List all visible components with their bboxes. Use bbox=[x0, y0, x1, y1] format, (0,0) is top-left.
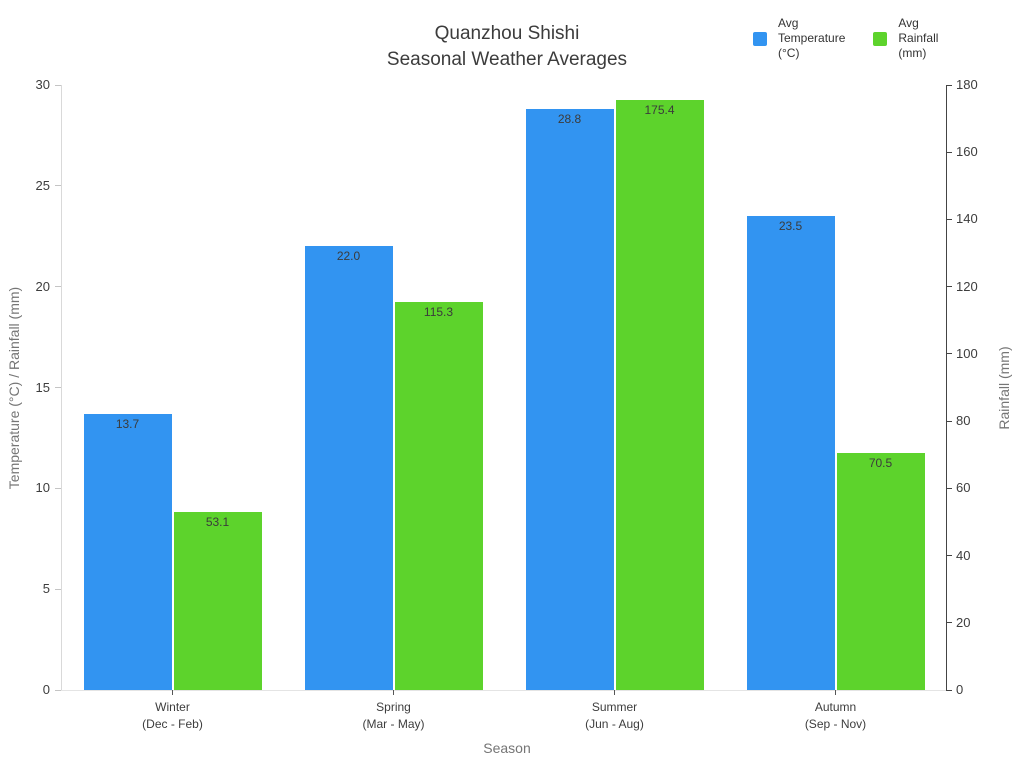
y-axis-left-tick bbox=[55, 84, 61, 86]
bar-temperature-winter: 13.7 bbox=[83, 413, 172, 690]
chart-title: Quanzhou Shishi Seasonal Weather Average… bbox=[62, 21, 952, 73]
legend-item-rainfall[interactable]: Avg Rainfall (mm) bbox=[873, 16, 938, 61]
y-axis-left-line bbox=[61, 85, 62, 690]
x-axis-tick bbox=[835, 690, 836, 695]
x-axis-line bbox=[61, 690, 947, 691]
legend-label-temperature: Avg Temperature (°C) bbox=[778, 16, 846, 60]
y-axis-right-tick-label: 40 bbox=[956, 547, 971, 563]
bar-temperature-autumn: 23.5 bbox=[746, 216, 835, 690]
x-axis-tick bbox=[393, 690, 394, 695]
chart-title-line2: Seasonal Weather Averages bbox=[386, 49, 628, 70]
bar-rainfall-autumn: 70.5 bbox=[836, 453, 925, 690]
y-axis-right-tick bbox=[946, 151, 952, 153]
y-axis-left-tick bbox=[55, 185, 61, 187]
y-axis-right-tick-label: 60 bbox=[956, 480, 971, 496]
bar-value-label: 23.5 bbox=[778, 219, 803, 234]
y-axis-left-tick-label: 30 bbox=[35, 77, 50, 92]
bar-value-label: 28.8 bbox=[557, 112, 582, 127]
y-axis-left-tick bbox=[55, 286, 61, 288]
bar-temperature-spring: 22.0 bbox=[304, 246, 393, 690]
legend-swatch-temperature bbox=[753, 31, 767, 46]
bar-value-label: 53.1 bbox=[205, 514, 230, 529]
x-axis-title: Season bbox=[483, 740, 531, 756]
bar-rainfall-spring: 115.3 bbox=[394, 302, 483, 690]
y-axis-right-tick bbox=[946, 420, 952, 422]
y-axis-right-tick bbox=[946, 689, 952, 691]
y-axis-right-tick-label: 160 bbox=[956, 144, 978, 160]
x-axis-category-label: Autumn (Sep - Nov) bbox=[804, 700, 867, 731]
y-axis-left-tick bbox=[55, 689, 61, 691]
x-axis-tick bbox=[172, 690, 173, 695]
x-axis-category-label: Summer (Jun - Aug) bbox=[585, 700, 644, 731]
y-axis-right-tick-label: 0 bbox=[956, 682, 964, 697]
x-axis-category-label: Winter (Dec - Feb) bbox=[142, 700, 203, 731]
bar-temperature-summer: 28.8 bbox=[525, 109, 614, 690]
y-axis-left-tick-label: 20 bbox=[35, 278, 50, 294]
x-axis-tick bbox=[614, 690, 615, 695]
y-axis-left-tick bbox=[55, 588, 61, 590]
bar-value-label: 70.5 bbox=[868, 456, 893, 471]
y-axis-left-tick-label: 25 bbox=[35, 177, 50, 193]
y-axis-right-tick bbox=[946, 555, 952, 557]
y-axis-right-tick bbox=[946, 84, 952, 86]
y-axis-right-tick-label: 80 bbox=[956, 413, 971, 429]
bar-value-label: 13.7 bbox=[115, 416, 140, 431]
y-axis-right-tick-label: 20 bbox=[956, 614, 971, 630]
y-axis-right-tick bbox=[946, 218, 952, 220]
legend-item-temperature[interactable]: Avg Temperature (°C) bbox=[753, 16, 845, 61]
y-axis-left-tick-label: 15 bbox=[35, 379, 50, 395]
y-axis-left-tick-label: 10 bbox=[35, 480, 50, 496]
y-axis-right-tick bbox=[946, 487, 952, 489]
y-axis-right-tick bbox=[946, 353, 952, 355]
y-axis-left-tick bbox=[55, 487, 61, 489]
bar-rainfall-winter: 53.1 bbox=[173, 511, 262, 690]
y-axis-right-tick-label: 140 bbox=[956, 211, 978, 227]
y-axis-left-tick-label: 5 bbox=[42, 581, 50, 597]
y-axis-left-tick-label: 0 bbox=[42, 682, 50, 697]
y-axis-right-tick bbox=[946, 622, 952, 624]
y-axis-right-tick-label: 120 bbox=[956, 278, 978, 294]
bar-rainfall-summer: 175.4 bbox=[615, 100, 704, 690]
legend: Avg Temperature (°C) Avg Rainfall (mm) bbox=[753, 16, 938, 61]
legend-label-rainfall: Avg Rainfall (mm) bbox=[898, 16, 939, 60]
y-axis-right-tick-label: 100 bbox=[956, 345, 978, 361]
bar-value-label: 115.3 bbox=[423, 305, 454, 320]
legend-swatch-rainfall bbox=[873, 31, 888, 46]
bar-value-label: 175.4 bbox=[644, 103, 675, 118]
chart-title-line1: Quanzhou Shishi bbox=[434, 23, 580, 44]
y-axis-right-tick-label: 180 bbox=[956, 77, 978, 92]
y-axis-right-line bbox=[946, 85, 947, 690]
y-axis-right-tick bbox=[946, 286, 952, 288]
x-axis-category-label: Spring (Mar - May) bbox=[362, 700, 425, 731]
y-axis-left-tick bbox=[55, 387, 61, 388]
plot-area: 0 5 10 15 20 25 30 0 20 40 60 80 100 120 140 160 180 Wint… bbox=[36, 77, 978, 731]
bar-value-label: 22.0 bbox=[336, 249, 361, 264]
